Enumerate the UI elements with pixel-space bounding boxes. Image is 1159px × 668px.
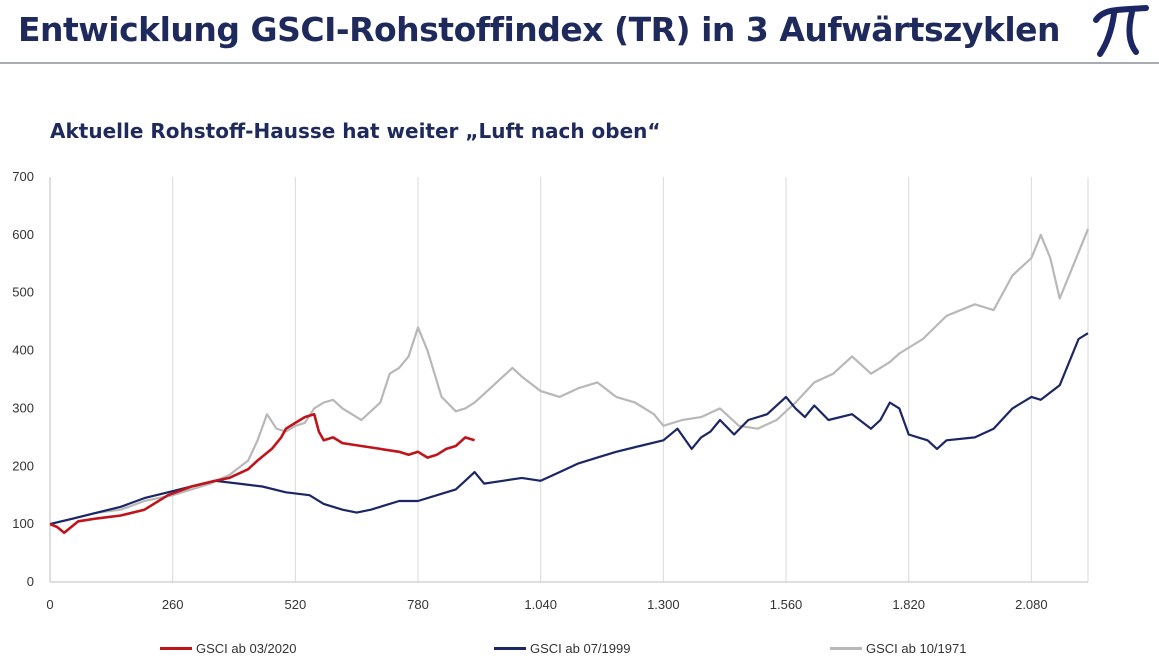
series-lines (49, 228, 1090, 535)
x-tick-label: 520 (284, 597, 306, 612)
y-tick-label: 200 (12, 458, 34, 473)
x-tick-label: 1.820 (892, 597, 925, 612)
legend-swatch (830, 646, 862, 650)
series-line-1 (49, 332, 1089, 526)
grid-lines (49, 177, 1089, 583)
legend-item-1971: GSCI ab 10/1971 (830, 638, 966, 658)
x-axis-ticks: 0 260 520 780 1.040 1.300 1.560 1.820 2.080 (46, 597, 1047, 612)
y-tick-label: 400 (12, 343, 34, 358)
x-tick-label: 1.300 (647, 597, 680, 612)
y-tick-label: 500 (12, 285, 34, 300)
legend-swatch (494, 646, 526, 650)
chart-title: Aktuelle Rohstoff-Hausse hat weiter „Luf… (50, 119, 661, 143)
y-tick-label: 700 (12, 169, 34, 184)
legend-item-1999: GSCI ab 07/1999 (494, 638, 630, 658)
x-tick-label: 2.080 (1015, 597, 1048, 612)
y-tick-label: 100 (12, 516, 34, 531)
x-tick-label: 780 (407, 597, 429, 612)
x-tick-label: 0 (46, 597, 53, 612)
title-divider (0, 62, 1159, 64)
legend-item-2020: GSCI ab 03/2020 (160, 638, 296, 658)
y-tick-label: 600 (12, 227, 34, 242)
line-chart: 0 100 200 300 400 500 600 700 0 260 520 780 1.040 1.… (12, 169, 1090, 612)
y-tick-label: 0 (27, 574, 34, 589)
pi-icon (1093, 5, 1149, 57)
x-tick-label: 1.560 (770, 597, 803, 612)
series-line-0 (49, 412, 475, 535)
legend-label: GSCI ab 03/2020 (196, 640, 297, 656)
series-line-2 (49, 228, 1090, 526)
y-axis-ticks: 0 100 200 300 400 500 600 700 (12, 169, 34, 589)
x-tick-label: 260 (162, 597, 184, 612)
y-tick-label: 300 (12, 400, 34, 415)
legend-swatch (160, 646, 192, 650)
legend-label: GSCI ab 07/1999 (530, 640, 631, 656)
legend-label: GSCI ab 10/1971 (866, 640, 967, 656)
page-title: Entwicklung GSCI-Rohstoffindex (TR) in 3… (18, 10, 1061, 49)
x-tick-label: 1.040 (524, 597, 557, 612)
